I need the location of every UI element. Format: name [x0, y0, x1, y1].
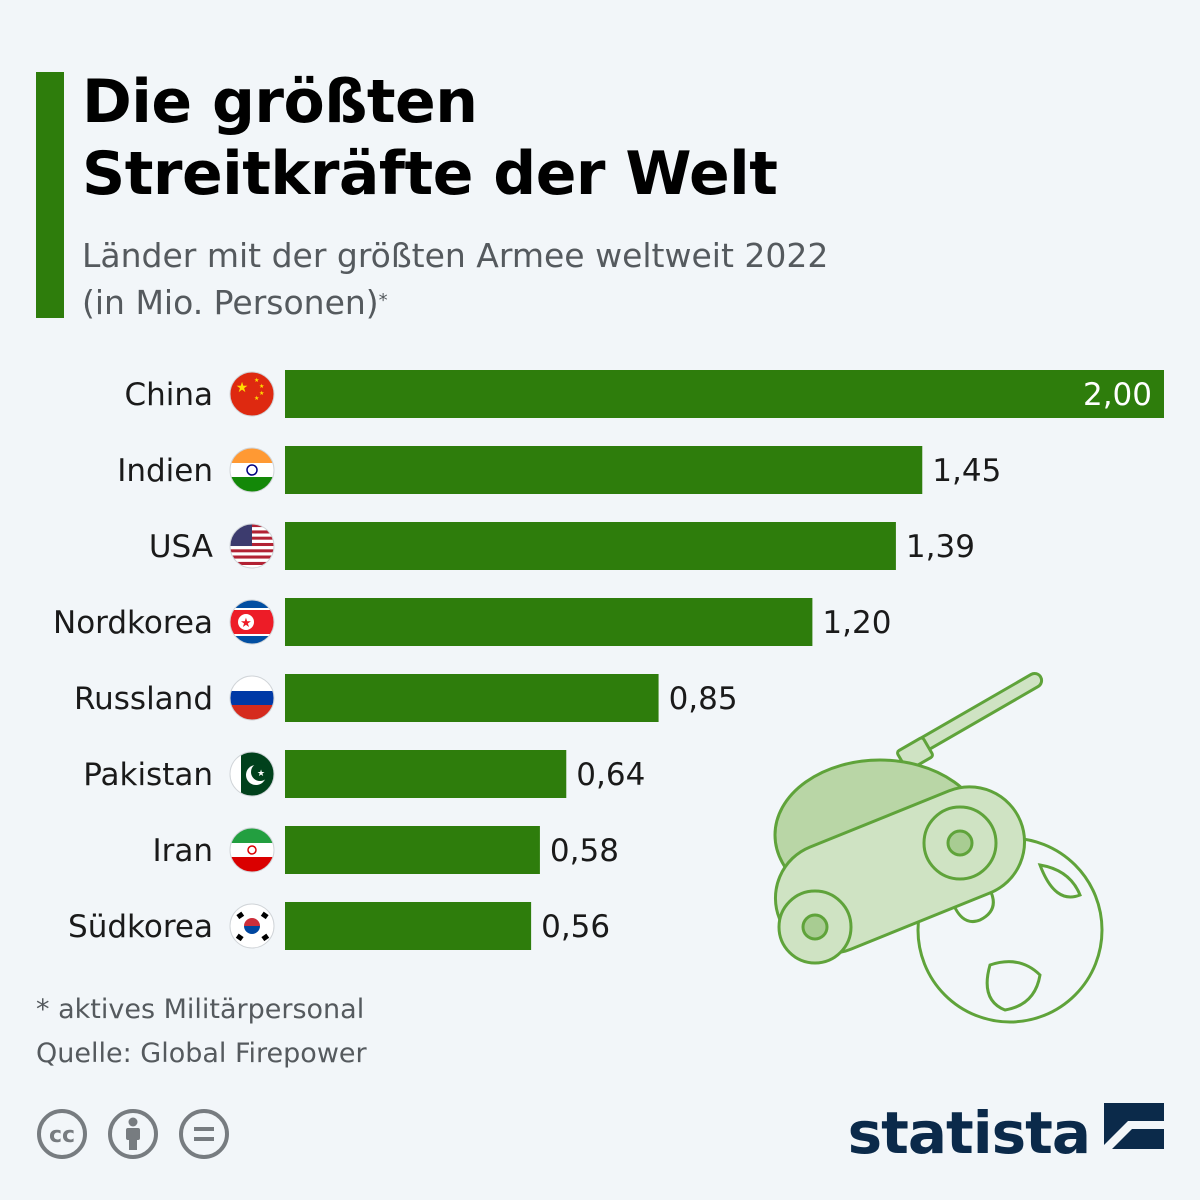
- svg-text:★: ★: [254, 377, 259, 384]
- value-label: 0,58: [550, 833, 619, 869]
- svg-text:cc: cc: [49, 1123, 75, 1148]
- footnote-block: * aktives Militärpersonal Quelle: Global…: [36, 988, 367, 1076]
- category-label: China: [124, 377, 213, 413]
- russia-flag-icon: [229, 675, 275, 721]
- svg-text:★: ★: [257, 769, 265, 779]
- value-label: 0,56: [541, 909, 610, 945]
- svg-text:★: ★: [254, 395, 259, 402]
- bar: [285, 598, 813, 646]
- chart-subtitle: Länder mit der größten Armee weltweit 20…: [82, 232, 982, 326]
- iran-flag-icon: [229, 827, 275, 873]
- svg-text:★: ★: [259, 383, 264, 390]
- subtitle-footnote-marker: *: [378, 290, 388, 311]
- pakistan-flag-icon: ★: [229, 751, 275, 797]
- bar: [285, 446, 923, 494]
- category-label: Iran: [152, 833, 213, 869]
- value-label: 1,20: [822, 605, 891, 641]
- bar: [285, 370, 1164, 418]
- statista-mark-icon: [1104, 1103, 1164, 1163]
- value-label: 1,45: [932, 453, 1001, 489]
- source: Quelle: Global Firepower: [36, 1038, 367, 1069]
- tank-illustration: [773, 672, 1104, 1024]
- bar: [285, 522, 896, 570]
- category-label: Nordkorea: [53, 605, 213, 641]
- category-label: Indien: [117, 453, 213, 489]
- category-label: Pakistan: [83, 757, 213, 793]
- subtitle-line-1: Länder mit der größten Armee weltweit 20…: [82, 236, 829, 275]
- brand-name: statista: [847, 1099, 1091, 1167]
- chart-title: Die größten Streitkräfte der Welt: [82, 67, 778, 209]
- value-label: 0,85: [669, 681, 738, 717]
- value-label: 0,64: [576, 757, 645, 793]
- license-icons: cc: [36, 1108, 244, 1160]
- category-label: Russland: [74, 681, 213, 717]
- south-korea-flag-icon: [229, 903, 275, 949]
- gear-icon: [777, 805, 998, 965]
- value-label: 2,00: [1083, 377, 1152, 413]
- accent-bar: [36, 72, 64, 318]
- value-label: 1,39: [906, 529, 975, 565]
- bar: [285, 674, 659, 722]
- statista-logo: statista: [848, 1098, 1164, 1168]
- no-derivatives-icon[interactable]: [178, 1108, 230, 1160]
- svg-text:★: ★: [259, 390, 264, 397]
- svg-text:★: ★: [240, 616, 252, 631]
- subtitle-unit: (in Mio. Personen): [82, 283, 379, 322]
- footnote: * aktives Militärpersonal: [36, 994, 365, 1025]
- attribution-icon[interactable]: [107, 1108, 159, 1160]
- category-label: Südkorea: [68, 909, 213, 945]
- svg-text:★: ★: [236, 380, 249, 396]
- category-label: USA: [149, 529, 213, 565]
- bar: [285, 902, 532, 950]
- bar: [285, 750, 567, 798]
- subtitle-line-2: (in Mio. Personen)*: [82, 279, 982, 326]
- china-flag-icon: ★ ★★★★: [229, 371, 275, 417]
- cc-icon[interactable]: cc: [36, 1108, 88, 1160]
- usa-flag-icon: [229, 523, 275, 569]
- north-korea-flag-icon: ★: [229, 599, 275, 645]
- india-flag-icon: [229, 447, 275, 493]
- bar: [285, 826, 540, 874]
